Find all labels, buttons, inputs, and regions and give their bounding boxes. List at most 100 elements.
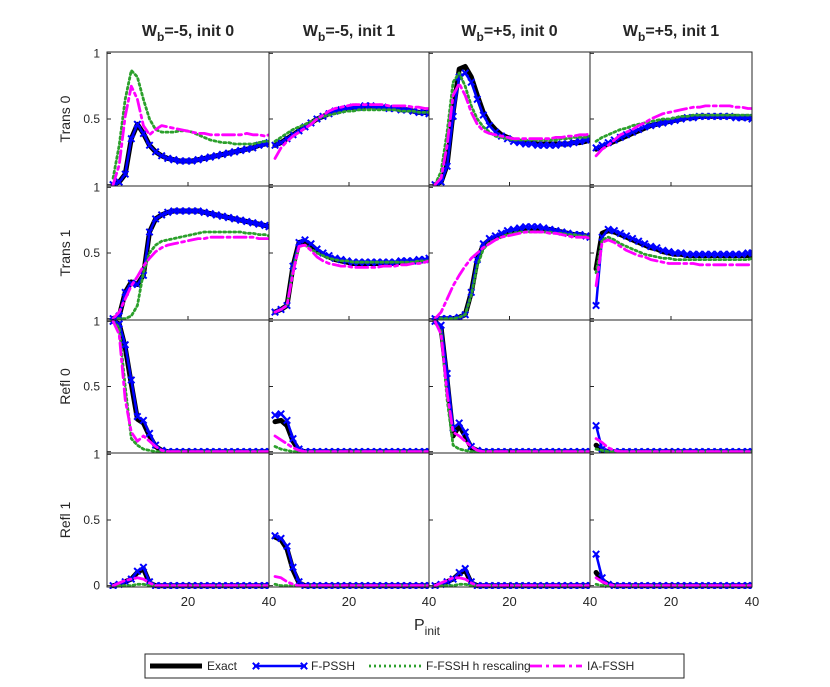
panel-series	[592, 550, 752, 589]
series-line-ia-fssh	[273, 243, 429, 314]
data-point-marker	[248, 218, 257, 227]
data-point-marker	[539, 141, 548, 150]
data-point-marker	[592, 421, 600, 430]
data-point-marker	[289, 563, 297, 572]
data-point-marker	[737, 250, 746, 259]
data-point-marker	[677, 249, 686, 257]
panel-refl-0-col-2	[268, 319, 430, 455]
data-point-marker	[539, 224, 548, 232]
panel-refl-0-col-1	[106, 318, 270, 455]
legend-label: F-FSSH h rescaling	[426, 659, 531, 673]
data-point-marker	[133, 120, 142, 129]
data-point-marker	[182, 207, 190, 215]
tick-labels: 0.5 1 0.5 1 0.5 1 0 0.5 1 20 40 20 40 20 40 20 40	[83, 46, 759, 609]
panel-background	[590, 320, 752, 453]
row-label-trans-1: Trans 1	[57, 229, 73, 276]
data-point-marker	[224, 213, 233, 222]
data-point-marker	[658, 246, 667, 255]
data-point-marker	[634, 237, 643, 246]
data-point-marker	[163, 154, 172, 163]
y-tick-label: 0.5	[83, 513, 100, 527]
row-label-trans-0: Trans 0	[57, 95, 73, 142]
legend-box: Exact F-PSSH F-FSSH h rescaling IA-FSSH	[144, 653, 685, 679]
data-point-marker	[455, 419, 464, 427]
panel-trans-1-col-3	[428, 185, 591, 322]
data-point-marker	[701, 250, 710, 259]
data-point-marker	[665, 247, 673, 256]
data-point-marker	[695, 250, 704, 259]
x-tick-label: 40	[262, 594, 276, 609]
data-point-marker	[151, 214, 160, 223]
data-point-marker	[206, 209, 215, 218]
panel-trans-0-col-4	[589, 51, 753, 187]
data-point-marker	[748, 581, 752, 589]
data-point-marker	[277, 409, 285, 418]
data-point-marker	[689, 250, 698, 259]
data-point-marker	[521, 140, 530, 148]
x-tick-label: 20	[664, 594, 678, 609]
data-point-marker	[610, 226, 619, 235]
data-point-marker	[563, 140, 572, 148]
panel-trans-0-col-3	[428, 51, 591, 188]
panels-grid	[106, 51, 753, 589]
y-tick-label: 0.5	[83, 112, 100, 126]
data-point-marker	[461, 564, 470, 573]
data-point-marker	[157, 151, 166, 160]
data-point-marker	[576, 137, 584, 146]
data-point-marker	[175, 157, 184, 165]
legend-label: Exact	[207, 659, 238, 673]
data-point-marker	[671, 249, 679, 257]
panel-refl-1-col-4	[589, 452, 753, 589]
panel-background	[429, 453, 590, 587]
data-point-marker	[592, 301, 600, 310]
data-point-marker	[485, 121, 494, 130]
column-title-4: Wb=+5, init 1	[623, 23, 719, 44]
data-point-marker	[707, 250, 716, 259]
data-point-marker	[277, 534, 285, 543]
legend-label: F-PSSH	[311, 659, 355, 673]
series-line-ia-fssh	[433, 230, 590, 321]
column-title-1: Wb=-5, init 0	[142, 23, 234, 44]
data-point-marker	[592, 143, 600, 152]
data-point-marker	[628, 234, 637, 243]
y-tick-label: 0.5	[83, 246, 100, 260]
data-point-marker	[145, 429, 154, 438]
series-line-ia-fssh	[433, 576, 590, 588]
legend-marker	[300, 662, 308, 670]
data-point-marker	[115, 178, 124, 186]
panel-trans-1-col-1	[106, 185, 270, 322]
data-point-marker	[652, 243, 661, 252]
series-line-ia-fssh	[433, 319, 590, 454]
panel-series	[431, 318, 590, 455]
panel-series	[271, 101, 429, 160]
data-point-marker	[236, 146, 245, 155]
data-point-marker	[242, 217, 251, 226]
data-point-marker	[527, 222, 536, 231]
legend-entry-ia-fssh: IA-FSSH	[530, 659, 634, 673]
data-point-marker	[713, 250, 722, 259]
series-line-ia-fssh	[273, 103, 429, 160]
series-line-ia-fssh	[594, 437, 752, 454]
series-line-ia-fssh	[594, 576, 752, 588]
series-line-ia-fssh	[433, 82, 590, 187]
data-point-marker	[725, 250, 734, 259]
data-point-marker	[151, 147, 160, 156]
data-point-marker	[301, 235, 309, 244]
data-point-marker	[283, 542, 291, 551]
data-point-marker	[230, 147, 239, 156]
panel-series	[431, 64, 590, 188]
data-point-marker	[545, 141, 554, 150]
data-point-marker	[254, 220, 263, 229]
panel-trans-1-col-4	[589, 185, 753, 321]
data-point-marker	[586, 581, 590, 589]
panel-refl-0-col-3	[428, 318, 591, 455]
series-line-ia-fssh	[111, 84, 269, 187]
data-point-marker	[248, 143, 257, 152]
panel-refl-1-col-2	[268, 452, 430, 589]
data-point-marker	[283, 416, 291, 425]
data-point-marker	[265, 222, 269, 231]
data-point-marker	[230, 214, 239, 223]
data-point-marker	[307, 239, 315, 248]
data-point-marker	[479, 111, 488, 119]
panel-series	[109, 207, 269, 322]
